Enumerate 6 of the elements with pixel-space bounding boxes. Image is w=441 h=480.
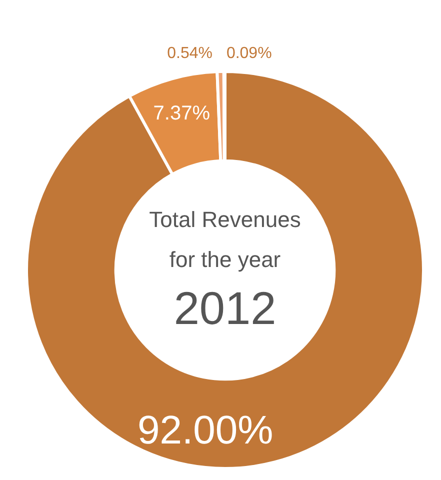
data-label: 7.37%: [153, 102, 210, 125]
text: 2012: [172, 281, 278, 336]
text: Total Revenues for the year: [148, 206, 302, 274]
data-label: 0.54%: [167, 44, 213, 62]
data-label: 0.09%: [226, 44, 272, 62]
data-label: 92.00%: [138, 408, 274, 453]
